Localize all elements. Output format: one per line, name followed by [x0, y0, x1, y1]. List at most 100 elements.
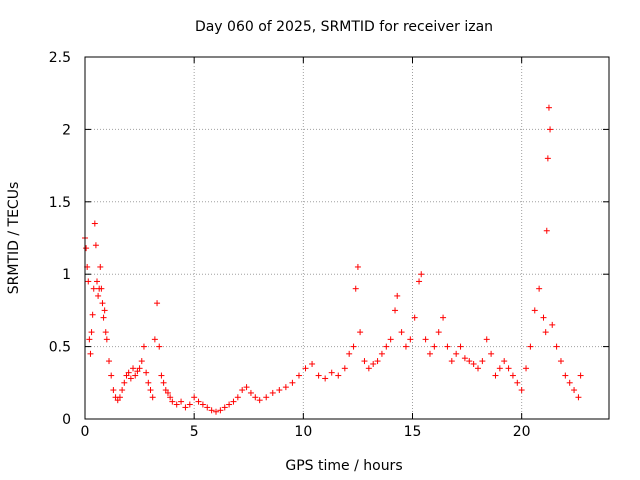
data-point — [99, 300, 106, 307]
data-point — [108, 372, 115, 379]
data-point — [90, 285, 97, 292]
data-point — [346, 350, 353, 357]
data-point — [374, 358, 381, 365]
data-point — [295, 372, 302, 379]
data-point — [509, 372, 516, 379]
data-point — [125, 369, 132, 376]
grid — [85, 57, 609, 419]
data-point — [87, 350, 94, 357]
data-point — [132, 372, 139, 379]
data-point — [91, 220, 98, 227]
data-point — [158, 372, 165, 379]
data-point — [557, 358, 564, 365]
data-point — [121, 379, 128, 386]
plot-frame — [84, 56, 610, 420]
data-point — [186, 401, 193, 408]
data-point — [402, 343, 409, 350]
x-tick-label: 15 — [404, 424, 422, 440]
data-point — [101, 307, 108, 314]
data-point — [514, 379, 521, 386]
data-point — [110, 387, 117, 394]
data-point — [444, 343, 451, 350]
data-point — [453, 350, 460, 357]
data-point — [98, 285, 105, 292]
data-point — [85, 278, 92, 285]
data-point — [309, 360, 316, 367]
data-point — [276, 387, 283, 394]
data-point — [543, 227, 550, 234]
data-point — [138, 358, 145, 365]
data-point — [269, 389, 276, 396]
data-point — [448, 358, 455, 365]
data-point — [156, 343, 163, 350]
data-point — [102, 329, 109, 336]
data-point — [540, 314, 547, 321]
data-point — [199, 401, 206, 408]
data-point — [103, 336, 110, 343]
data-point — [127, 375, 134, 382]
data-point — [164, 389, 171, 396]
data-point — [475, 365, 481, 372]
y-tick-label: 1 — [62, 267, 71, 283]
data-point — [566, 379, 573, 386]
data-point — [154, 300, 161, 307]
data-point — [140, 343, 147, 350]
data-point — [488, 350, 495, 357]
data-point — [147, 387, 154, 394]
data-point — [505, 365, 512, 372]
data-point — [483, 336, 490, 343]
data-point — [411, 314, 418, 321]
data-point — [352, 285, 359, 292]
data-point — [553, 343, 560, 350]
data-point — [426, 350, 433, 357]
tick-labels: 0 5 10 15 20 0 0.5 1 1.5 2 2.5 — [49, 50, 531, 440]
data-point — [95, 292, 102, 299]
data-point — [145, 379, 152, 386]
data-points — [82, 104, 584, 415]
data-point — [571, 387, 578, 394]
x-tick-label: 5 — [190, 424, 199, 440]
data-point — [92, 242, 99, 249]
data-point — [97, 263, 104, 270]
data-point — [370, 360, 377, 367]
data-point — [328, 369, 335, 376]
data-point — [230, 398, 237, 405]
data-point — [83, 245, 90, 252]
data-point — [418, 271, 425, 278]
data-point — [440, 314, 447, 321]
data-point — [536, 285, 543, 292]
data-point — [335, 372, 342, 379]
data-point — [496, 365, 503, 372]
data-point — [173, 401, 180, 408]
data-point — [289, 379, 296, 386]
data-point — [387, 336, 394, 343]
data-point — [86, 336, 93, 343]
data-point — [392, 307, 399, 314]
data-point — [151, 336, 158, 343]
x-axis-label: GPS time / hours — [285, 458, 402, 474]
data-point — [167, 394, 174, 401]
data-point — [479, 358, 486, 365]
data-point — [130, 365, 137, 372]
data-point — [213, 408, 219, 415]
x-tick-label: 0 — [81, 424, 90, 440]
data-point — [544, 155, 551, 162]
data-point — [531, 307, 538, 314]
data-point — [466, 358, 473, 365]
data-point — [315, 372, 322, 379]
data-point — [234, 394, 241, 401]
ticks — [84, 56, 609, 420]
y-tick-label: 2 — [62, 122, 71, 138]
data-point — [89, 311, 96, 318]
data-point — [398, 329, 405, 336]
data-point — [239, 387, 246, 394]
y-tick-label: 0.5 — [49, 340, 71, 356]
data-point — [302, 365, 309, 372]
data-point — [518, 387, 525, 394]
data-point — [204, 404, 211, 411]
data-point — [350, 343, 357, 350]
data-point — [195, 398, 202, 405]
data-point — [217, 407, 224, 414]
data-point — [416, 278, 423, 285]
